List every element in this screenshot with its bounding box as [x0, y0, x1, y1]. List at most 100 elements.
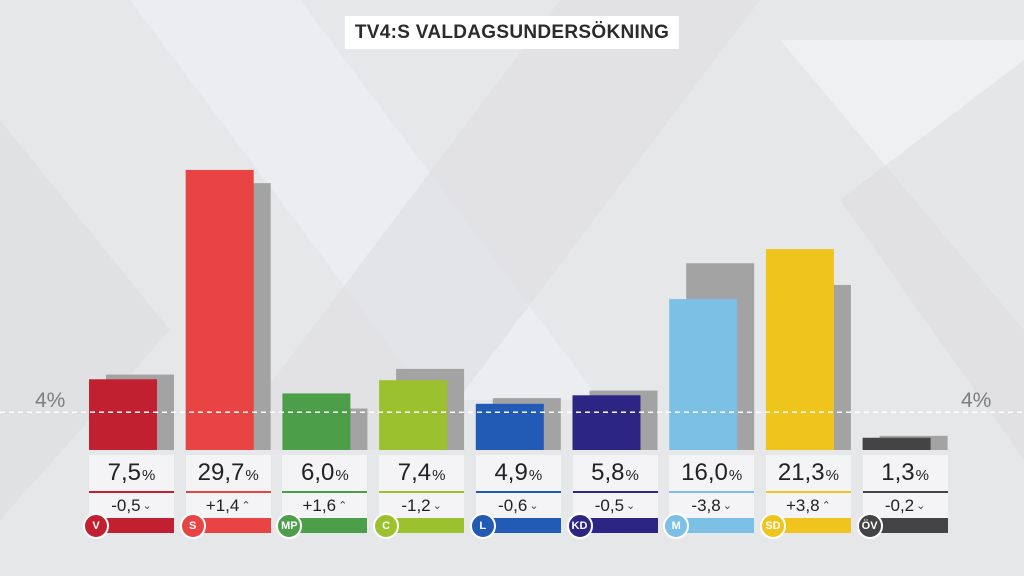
result-number: 7,5	[107, 459, 142, 486]
change-text: -0,5	[594, 496, 625, 515]
result-value: 1,3%	[863, 459, 948, 487]
change-value: -0,5 ⌄	[89, 496, 174, 516]
bar-m	[669, 299, 738, 450]
party-badge-kd: KD	[566, 513, 593, 539]
party-strip-m	[669, 518, 755, 533]
result-card-v: 7,5%	[89, 455, 174, 493]
change-text: -0,2	[884, 496, 915, 515]
change-text: +1,4	[205, 496, 240, 515]
result-number: 5,8	[591, 459, 625, 486]
party-color-rule	[572, 491, 658, 493]
chevron-down-icon: ⌄	[626, 500, 636, 512]
change-text: +3,8	[786, 496, 820, 515]
party-strip-mp	[282, 518, 368, 533]
result-value: 29,7%	[186, 459, 271, 487]
result-card-m: 16,0%	[669, 455, 755, 493]
party-strip-öv	[862, 518, 948, 533]
party-strip-kd	[572, 518, 658, 533]
result-value: 6,0%	[282, 459, 367, 487]
bar-mp	[282, 393, 351, 450]
party-color-rule	[669, 491, 755, 493]
result-number: 7,4	[397, 459, 432, 486]
chevron-down-icon: ⌄	[722, 500, 732, 512]
threshold-label-right: 4%	[961, 389, 992, 412]
party-badge-v: V	[83, 513, 109, 539]
change-cell-c: -1,2 ⌄	[379, 493, 465, 518]
chevron-up-icon: ⌃	[821, 500, 831, 512]
change-text: -1,2	[401, 496, 431, 515]
party-strip-c	[379, 518, 465, 533]
bar-öv	[862, 437, 931, 450]
change-value: +1,4 ⌃	[186, 496, 271, 516]
party-badge-sd: SD	[759, 513, 786, 539]
threshold-label-left: 4%	[35, 389, 66, 412]
change-value: +1,6 ⌃	[282, 496, 367, 516]
result-card-mp: 6,0%	[282, 455, 368, 493]
party-strip-v	[89, 518, 174, 533]
change-value: +3,8 ⌃	[766, 496, 851, 516]
result-value: 4,9%	[476, 459, 561, 487]
party-color-rule	[282, 491, 368, 493]
bar-l	[475, 403, 544, 450]
party-badge-l: L	[469, 513, 496, 539]
party-color-rule	[475, 491, 561, 493]
change-cell-mp: +1,6 ⌃	[282, 493, 368, 518]
chevron-up-icon: ⌃	[338, 500, 348, 512]
chevron-down-icon: ⌄	[142, 500, 152, 512]
party-color-rule	[185, 491, 271, 493]
result-unit: %	[728, 467, 743, 484]
result-card-öv: 1,3%	[862, 455, 948, 493]
change-cell-m: -3,8 ⌄	[669, 493, 755, 518]
party-strip-l	[475, 518, 561, 533]
result-value: 16,0%	[669, 459, 754, 487]
result-value: 21,3%	[766, 459, 851, 487]
party-color-rule	[765, 491, 851, 493]
result-number: 16,0	[681, 459, 728, 486]
change-value: -0,6 ⌄	[476, 496, 561, 516]
result-card-s: 29,7%	[185, 455, 271, 493]
bar-c	[379, 380, 448, 450]
result-number: 21,3	[777, 459, 825, 486]
result-unit: %	[825, 467, 839, 484]
result-value: 7,5%	[89, 459, 174, 487]
result-card-kd: 5,8%	[572, 455, 658, 493]
bar-s	[185, 169, 254, 450]
party-strip-sd	[765, 518, 851, 533]
chevron-down-icon: ⌄	[432, 500, 442, 512]
change-text: -0,6	[498, 496, 528, 515]
party-badge-mp: MP	[276, 513, 303, 539]
result-unit: %	[245, 467, 259, 484]
party-badge-öv: ÖV	[856, 513, 883, 539]
change-cell-s: +1,4 ⌃	[185, 493, 271, 518]
change-cell-sd: +3,8 ⌃	[765, 493, 851, 518]
party-color-rule	[379, 491, 465, 493]
change-text: +1,6	[302, 496, 337, 515]
result-card-c: 7,4%	[379, 455, 465, 493]
change-cell-öv: -0,2 ⌄	[862, 493, 948, 518]
change-cell-l: -0,6 ⌄	[475, 493, 561, 518]
result-unit: %	[528, 467, 543, 484]
result-unit: %	[432, 467, 446, 484]
change-value: -0,2 ⌄	[863, 496, 948, 516]
change-value: -1,2 ⌄	[379, 496, 464, 516]
change-text: -0,5	[111, 496, 141, 515]
result-card-l: 4,9%	[475, 455, 561, 493]
result-number: 6,0	[301, 459, 335, 486]
result-value: 7,4%	[379, 459, 464, 487]
party-color-rule	[862, 491, 948, 493]
change-value: -0,5 ⌄	[573, 496, 658, 516]
result-card-sd: 21,3%	[765, 455, 851, 493]
change-value: -3,8 ⌄	[669, 496, 754, 516]
change-cell-v: -0,5 ⌄	[89, 493, 174, 518]
result-unit: %	[625, 467, 639, 484]
result-number: 4,9	[494, 459, 528, 486]
bar-v	[89, 379, 157, 450]
bar-sd	[765, 249, 834, 450]
party-strip-s	[185, 518, 271, 533]
party-badge-s: S	[179, 513, 206, 539]
chevron-down-icon: ⌄	[529, 500, 539, 512]
change-text: -3,8	[691, 496, 721, 515]
result-number: 1,3	[881, 459, 915, 486]
result-value: 5,8%	[573, 459, 658, 487]
